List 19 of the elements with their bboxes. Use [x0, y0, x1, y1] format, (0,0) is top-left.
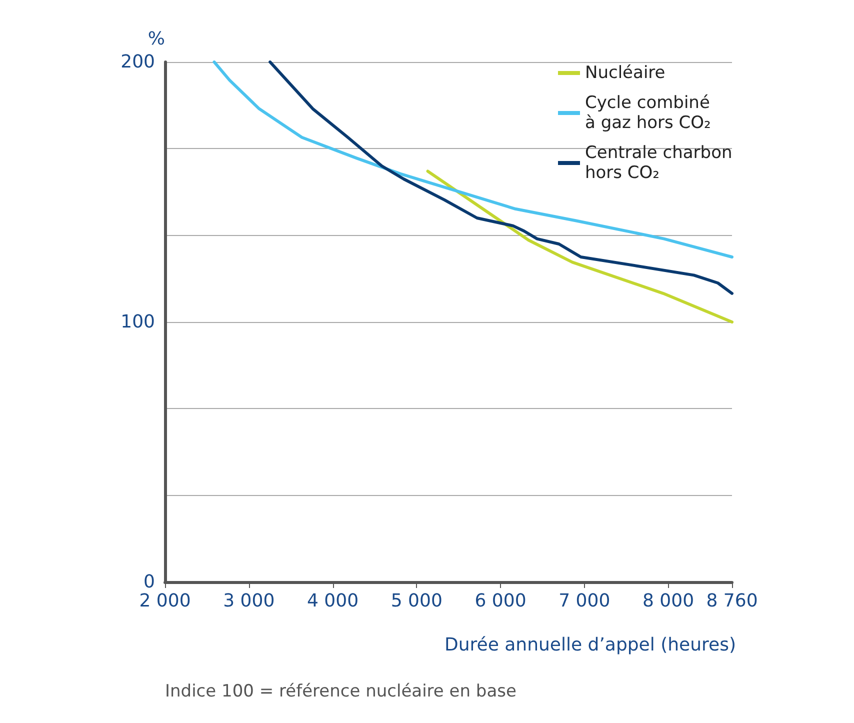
x-tick-label: 3 000: [223, 590, 275, 612]
y-tick-label: 200: [120, 52, 155, 72]
line-series: [212, 60, 734, 258]
x-tick-label: 8 000: [642, 590, 694, 612]
text: Indice 100 = référence nucléaire en base: [165, 682, 516, 702]
x-tick-label: 7 000: [558, 590, 610, 612]
x-axis-title: Durée annuelle d’appel (heures): [444, 634, 736, 656]
legend-label: Cycle combiné à gaz hors CO₂: [585, 93, 711, 133]
y-tick-label: 100: [120, 312, 155, 332]
y-axis-title: %: [148, 28, 165, 50]
y-tick-label: 0: [144, 572, 155, 592]
x-tick-label: 5 000: [390, 590, 442, 612]
legend-label: Centrale charbon hors CO₂: [585, 143, 732, 183]
x-tick-label: 6 000: [474, 590, 526, 612]
x-tick-label: 8 760: [706, 590, 758, 612]
line-series: [268, 60, 734, 295]
legend-label: Nucléaire: [585, 63, 666, 83]
x-tick-label: 2 000: [139, 590, 191, 612]
x-tick-label: 4 000: [306, 590, 359, 612]
